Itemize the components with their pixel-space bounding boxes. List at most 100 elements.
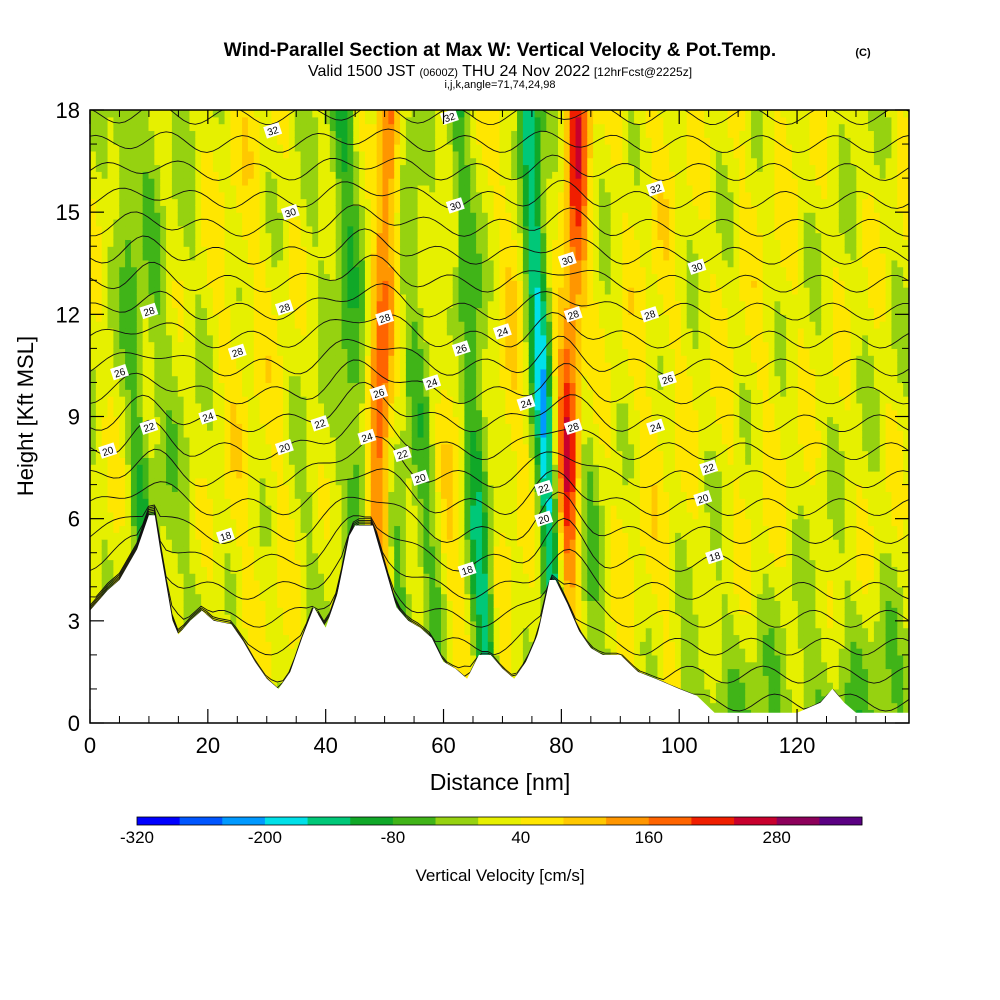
field-cell <box>119 348 126 356</box>
field-cell <box>335 382 343 390</box>
field-cell <box>189 123 196 132</box>
field-cell <box>312 321 319 329</box>
field-cell <box>382 443 389 452</box>
field-cell <box>400 559 407 567</box>
field-cell <box>125 259 132 268</box>
field-cell <box>218 375 226 384</box>
field-cell <box>95 457 103 465</box>
field-cell <box>171 150 179 159</box>
field-cell <box>306 382 313 390</box>
field-cell <box>125 409 132 418</box>
field-cell <box>288 620 296 629</box>
field-cell <box>95 436 103 445</box>
field-cell <box>253 355 261 363</box>
field-cell <box>154 157 161 166</box>
field-cell <box>405 586 413 595</box>
field-cell <box>253 253 261 261</box>
field-cell <box>136 293 144 302</box>
field-cell <box>394 273 401 281</box>
field-cell <box>95 409 103 418</box>
field-cell <box>382 266 389 275</box>
field-cell <box>283 457 290 465</box>
field-cell <box>136 137 144 145</box>
field-cell <box>171 593 179 601</box>
field-cell <box>341 539 348 547</box>
field-cell <box>224 545 231 554</box>
field-cell <box>259 491 267 499</box>
field-cell <box>253 505 261 513</box>
field-cell <box>376 232 384 241</box>
field-cell <box>341 212 348 220</box>
field-cell <box>294 150 302 159</box>
field-cell <box>376 498 384 506</box>
field-cell <box>183 443 191 452</box>
field-cell <box>236 559 243 567</box>
field-cell <box>195 436 202 445</box>
field-cell <box>160 368 167 377</box>
field-cell <box>90 484 97 493</box>
field-cell <box>382 287 389 295</box>
field-cell <box>341 137 348 145</box>
field-cell <box>247 266 255 275</box>
field-cell <box>148 464 155 472</box>
field-cell <box>101 327 109 336</box>
field-cell <box>107 218 114 227</box>
field-cell <box>341 362 348 370</box>
field-cell <box>247 184 255 193</box>
field-cell <box>318 218 325 227</box>
field-cell <box>230 307 237 315</box>
field-cell <box>388 164 395 172</box>
field-cell <box>382 470 389 479</box>
field-cell <box>271 382 278 390</box>
field-cell <box>154 477 161 486</box>
valid-date: THU 24 Nov 2022 <box>462 63 590 80</box>
field-cell <box>218 450 226 458</box>
field-cell <box>382 430 389 438</box>
field-cell <box>113 205 120 213</box>
field-cell <box>148 184 155 193</box>
field-cell <box>101 144 109 152</box>
field-cell <box>400 518 407 527</box>
field-cell <box>294 409 302 418</box>
field-cell <box>125 348 132 356</box>
field-cell <box>271 198 278 206</box>
field-cell <box>388 545 395 554</box>
field-cell <box>242 116 249 125</box>
field-cell <box>212 511 220 520</box>
field-cell <box>300 457 308 465</box>
field-cell <box>125 110 132 118</box>
field-cell <box>318 586 325 595</box>
field-cell <box>265 443 272 452</box>
field-cell <box>230 396 237 404</box>
field-cell <box>171 430 179 438</box>
field-cell <box>259 307 267 315</box>
field-cell <box>347 321 354 329</box>
field-cell <box>277 627 284 636</box>
field-cell <box>189 539 196 547</box>
field-cell <box>171 511 179 520</box>
field-cell <box>335 552 343 561</box>
field-cell <box>212 307 220 315</box>
field-cell <box>259 648 267 656</box>
field-cell <box>166 137 173 145</box>
field-cell <box>306 253 313 261</box>
field-cell <box>271 579 278 588</box>
field-cell <box>300 389 308 397</box>
field-cell <box>160 287 167 295</box>
field-cell <box>400 375 407 384</box>
field-cell <box>253 327 261 336</box>
field-cell <box>277 675 284 683</box>
field-cell <box>224 552 231 561</box>
field-cell <box>265 239 272 247</box>
field-cell <box>271 402 278 411</box>
field-cell <box>177 205 185 213</box>
field-cell <box>288 239 296 247</box>
field-cell <box>154 198 161 206</box>
field-cell <box>324 430 331 438</box>
field-cell <box>207 600 214 608</box>
field-cell <box>277 184 284 193</box>
field-cell <box>207 287 214 295</box>
field-cell <box>277 280 284 288</box>
field-cell <box>177 334 185 343</box>
field-cell <box>306 566 313 574</box>
